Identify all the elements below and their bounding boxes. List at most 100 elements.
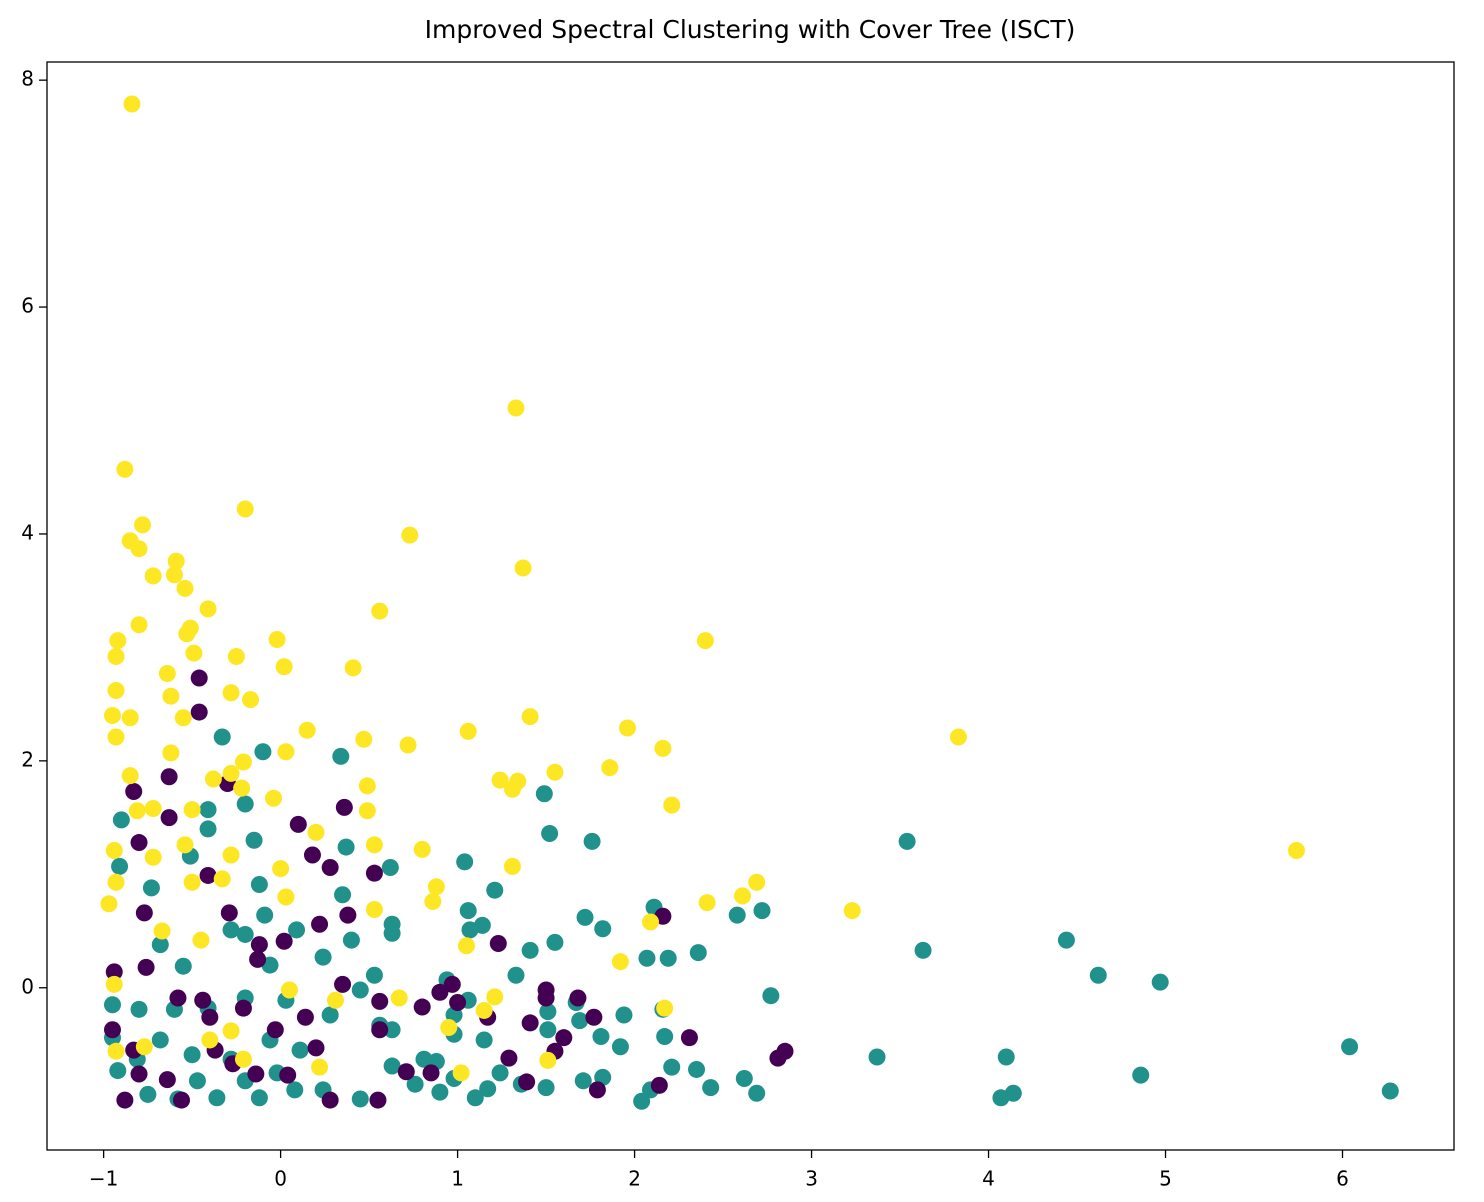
point [130, 1065, 148, 1083]
point [1341, 1038, 1359, 1056]
point [539, 1021, 557, 1039]
point [618, 719, 636, 737]
point [611, 1038, 629, 1056]
point [151, 1031, 169, 1049]
point [355, 730, 373, 748]
point [397, 1063, 415, 1081]
point [286, 1081, 304, 1099]
y-tick-label: 4 [21, 520, 34, 544]
point [222, 1022, 240, 1040]
point [169, 989, 187, 1007]
point [342, 931, 360, 949]
point [585, 1008, 603, 1026]
point [242, 691, 260, 709]
point [116, 1091, 134, 1109]
point [167, 552, 185, 570]
point [638, 949, 656, 967]
point [128, 802, 146, 820]
point [337, 838, 355, 856]
point [158, 665, 176, 683]
point [165, 566, 183, 584]
point [424, 893, 442, 911]
point [162, 687, 180, 705]
point [109, 1062, 127, 1080]
point [539, 1051, 557, 1069]
point [321, 1006, 339, 1024]
point [507, 966, 525, 984]
point [194, 991, 212, 1009]
point [107, 647, 125, 665]
point [183, 873, 201, 891]
point [431, 983, 449, 1001]
point [107, 873, 125, 891]
point [174, 957, 192, 975]
point [358, 802, 376, 820]
point [503, 780, 521, 798]
point [555, 1029, 573, 1047]
point [491, 771, 509, 789]
point [431, 1083, 449, 1101]
point [121, 709, 139, 727]
point [365, 900, 383, 918]
plot-frame [46, 61, 1455, 1151]
point [500, 1049, 518, 1067]
point [236, 500, 254, 518]
point [222, 684, 240, 702]
point [1381, 1082, 1399, 1100]
point [234, 1050, 252, 1068]
point [277, 888, 295, 906]
point [174, 709, 192, 727]
point [1132, 1066, 1150, 1084]
point [105, 963, 123, 981]
point [663, 796, 681, 814]
point [440, 1018, 458, 1036]
point [466, 1089, 484, 1107]
point [898, 832, 916, 850]
point [201, 1008, 219, 1026]
point [105, 841, 123, 859]
point [288, 921, 306, 939]
point [199, 820, 217, 838]
point [314, 948, 332, 966]
point [112, 811, 130, 829]
point [279, 1066, 297, 1084]
point [100, 895, 118, 913]
point [339, 906, 357, 924]
point [105, 975, 123, 993]
point [204, 770, 222, 788]
point [178, 625, 196, 643]
point [272, 860, 290, 878]
point [997, 1048, 1015, 1066]
x-tick-label: 0 [274, 1167, 287, 1191]
point [233, 779, 251, 797]
point [190, 669, 208, 687]
point [123, 95, 141, 113]
x-tick-label: 4 [982, 1167, 995, 1191]
point [491, 1064, 509, 1082]
point [594, 920, 612, 938]
point [199, 600, 217, 618]
point [183, 801, 201, 819]
point [680, 1029, 698, 1047]
point [236, 925, 254, 943]
point [280, 981, 298, 999]
point [611, 953, 629, 971]
point [413, 840, 431, 858]
point [413, 998, 431, 1016]
point [307, 823, 325, 841]
point [130, 1000, 148, 1018]
point [371, 1021, 389, 1039]
point [332, 747, 350, 765]
point [748, 1084, 766, 1102]
point [992, 1089, 1010, 1107]
point [583, 832, 601, 850]
point [268, 630, 286, 648]
point [351, 1090, 369, 1108]
point [518, 1073, 536, 1091]
point [381, 859, 399, 877]
point [236, 795, 254, 813]
point [334, 975, 352, 993]
point [427, 878, 445, 896]
point [275, 932, 293, 950]
